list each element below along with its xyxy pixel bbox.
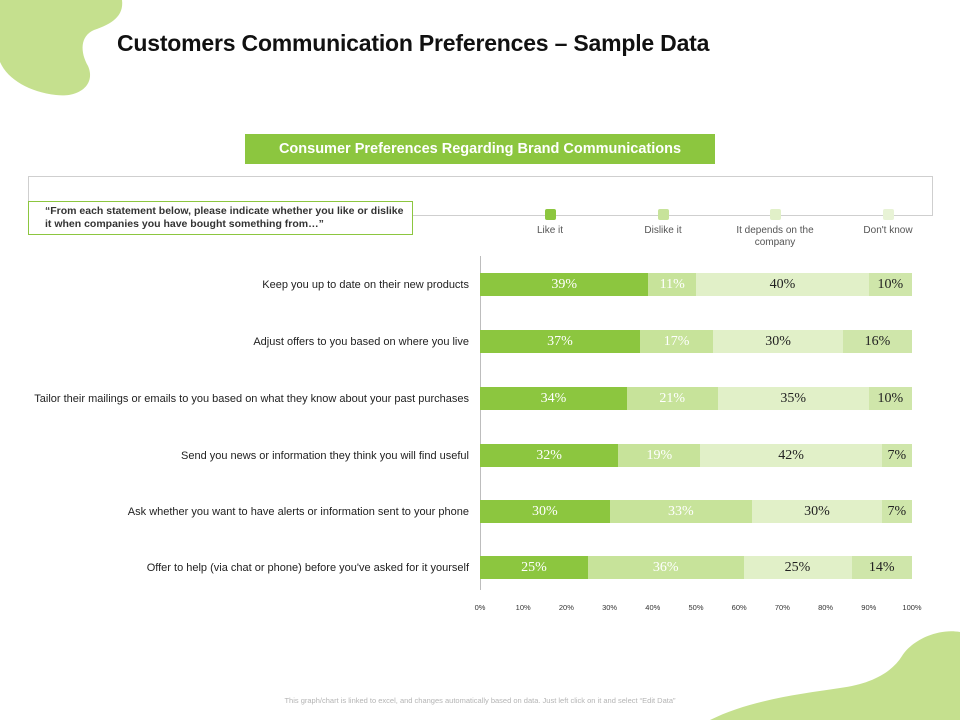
legend-swatch-depends (769, 209, 781, 220)
data-label: 40% (769, 276, 796, 292)
x-tick-label: 10% (515, 603, 531, 612)
x-tick-label: 20% (558, 603, 574, 612)
legend-label-like: Like it (536, 225, 564, 236)
x-tick-label: 40% (645, 603, 661, 612)
data-label: 33% (668, 503, 694, 519)
bar-segment-dislike: 17% (639, 330, 714, 353)
bar-segment-dislike: 33% (609, 500, 753, 523)
x-tick-label: 90% (861, 603, 877, 612)
bar-segment-like: 30% (480, 500, 610, 523)
x-tick-label: 100% (902, 603, 922, 612)
data-label: 36% (652, 559, 679, 575)
legend-item-dont-know: Don't know (838, 209, 938, 237)
data-label: 10% (877, 390, 904, 406)
y-axis-line (480, 256, 481, 590)
bar-segment-dislike: 21% (626, 387, 718, 410)
category-label: Keep you up to date on their new product… (262, 278, 469, 291)
data-label: 35% (780, 390, 807, 406)
legend-swatch-dislike (657, 209, 669, 220)
decorative-blob-top-left (0, 0, 123, 96)
bar-segment-depends: 35% (717, 387, 869, 410)
data-label: 7% (887, 503, 907, 519)
x-tick-label: 70% (774, 603, 790, 612)
survey-question: “From each statement below, please indic… (28, 201, 413, 235)
x-tick-label: 60% (731, 603, 747, 612)
bar-segment-depends: 40% (696, 273, 869, 296)
category-label: Adjust offers to you based on where you … (253, 335, 469, 348)
bar-segment-like: 34% (480, 387, 627, 410)
data-label: 11% (659, 276, 685, 292)
x-tick-label: 0% (474, 603, 486, 612)
legend-label-dont-know: Don't know (863, 225, 913, 236)
bar-segment-depends: 25% (743, 556, 852, 579)
legend-label-dislike: Dislike it (644, 225, 682, 236)
bar-segment-like: 39% (480, 273, 649, 296)
data-label: 42% (778, 447, 804, 463)
data-label: 19% (646, 447, 673, 463)
legend-frame (28, 176, 933, 216)
data-label: 37% (547, 333, 573, 349)
data-label: 30% (765, 333, 791, 349)
data-label: 16% (864, 333, 891, 349)
data-label: 39% (551, 276, 578, 292)
bar-segment-dislike: 36% (588, 556, 744, 579)
category-label: Tailor their mailings or emails to you b… (34, 392, 469, 405)
x-tick-label: 30% (602, 603, 618, 612)
bar-segment-dont-know: 10% (868, 273, 912, 296)
legend-item-like: Like it (500, 209, 600, 237)
data-label: 30% (531, 503, 558, 519)
x-tick-label: 80% (818, 603, 834, 612)
bar-segment-like: 25% (480, 556, 588, 579)
bar-segment-depends: 30% (713, 330, 843, 353)
legend-item-dislike: Dislike it (613, 209, 713, 237)
x-tick-label: 50% (688, 603, 704, 612)
data-label: 21% (659, 390, 686, 406)
legend-item-depends: It depends on the company (725, 209, 825, 249)
data-label: 34% (540, 390, 567, 406)
data-label: 25% (784, 559, 811, 575)
page-title: Customers Communication Preferences – Sa… (117, 30, 710, 56)
bar-segment-like: 32% (480, 444, 619, 467)
data-label: 32% (536, 447, 562, 463)
legend-swatch-like (544, 209, 556, 220)
data-label: 25% (521, 559, 547, 575)
chart-subtitle-banner: Consumer Preferences Regarding Brand Com… (245, 134, 715, 164)
bar-segment-dont-know: 7% (881, 444, 912, 467)
category-label: Offer to help (via chat or phone) before… (146, 561, 469, 574)
data-label: 7% (887, 447, 907, 463)
bar-segment-dont-know: 14% (851, 556, 912, 579)
legend-label-depends: It depends on the company (736, 225, 814, 248)
bar-segment-depends: 42% (700, 444, 882, 467)
decorative-blob-bottom-right (710, 631, 960, 720)
category-label: Ask whether you want to have alerts or i… (127, 505, 469, 518)
data-label: 17% (663, 333, 690, 349)
data-label: 14% (868, 559, 895, 575)
bar-segment-dislike: 19% (618, 444, 701, 467)
data-label: 10% (877, 276, 904, 292)
category-label: Send you news or information they think … (181, 449, 469, 462)
bar-segment-dont-know: 7% (881, 500, 912, 523)
bar-segment-dont-know: 10% (868, 387, 912, 410)
footnote: This graph/chart is linked to excel, and… (284, 696, 676, 705)
bar-segment-depends: 30% (752, 500, 882, 523)
legend-swatch-dont-know (882, 209, 894, 220)
bar-segment-dont-know: 16% (842, 330, 912, 353)
data-label: 30% (804, 503, 830, 519)
bar-segment-like: 37% (480, 330, 640, 353)
bar-segment-dislike: 11% (648, 273, 696, 296)
